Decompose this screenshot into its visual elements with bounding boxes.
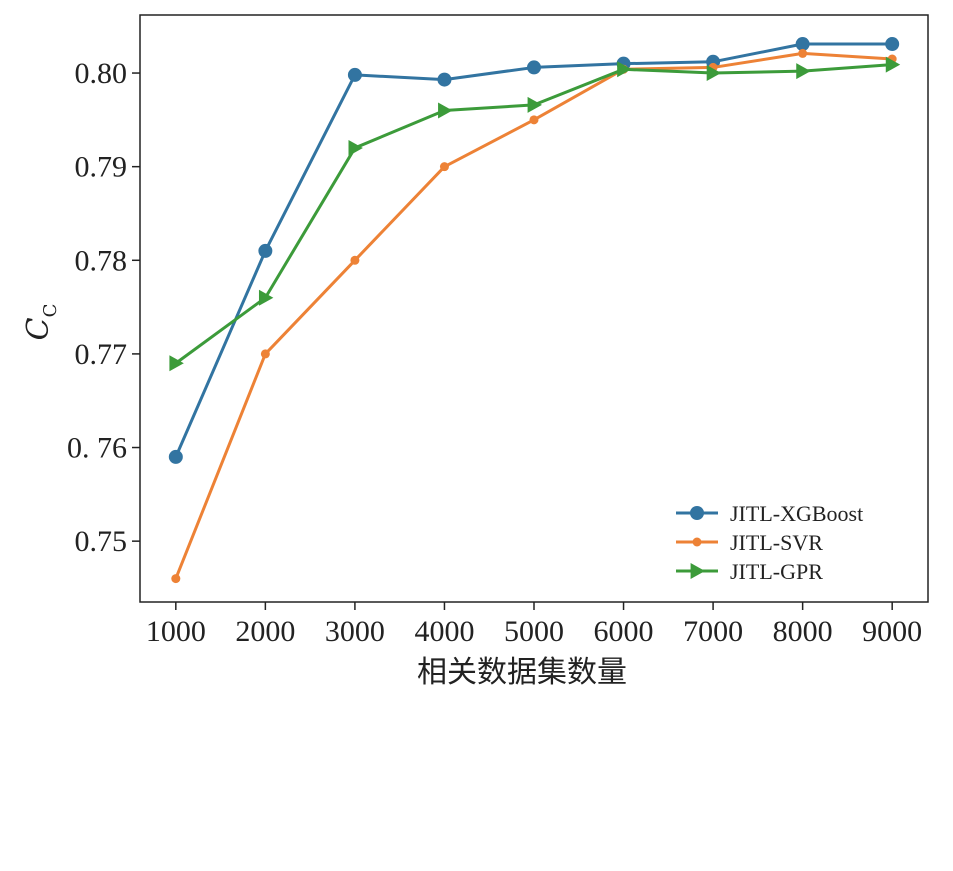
x-tick-label: 1000 (146, 615, 206, 648)
legend-item: JITL-GPR (676, 559, 823, 584)
series-jitl-svr (171, 48, 897, 584)
data-point (529, 115, 539, 125)
legend-label: JITL-GPR (730, 559, 823, 584)
data-point (438, 102, 453, 119)
legend-marker (690, 563, 705, 579)
y-tick-label: 0.75 (75, 525, 128, 558)
data-point (527, 96, 542, 113)
series-jitl-gpr (169, 56, 901, 372)
data-point (796, 63, 811, 80)
data-point (439, 162, 449, 172)
x-tick-label: 7000 (683, 615, 743, 648)
y-axis-title-sub: C (40, 304, 61, 318)
y-tick-label: 0.78 (75, 244, 128, 277)
data-point (527, 60, 541, 75)
data-point (885, 56, 901, 73)
x-axis-title: 相关数据集数量 (417, 655, 627, 690)
legend-marker (692, 537, 702, 547)
data-point (350, 255, 360, 265)
legend-item: JITL-SVR (676, 530, 823, 555)
legend: JITL-XGBoost JITL-SVR JITL-GPR (676, 501, 863, 584)
y-tick-label: 0.80 (75, 57, 128, 90)
y-tick-label: 0. 76 (67, 432, 127, 465)
data-point (168, 449, 183, 464)
y-axis-title-main: C (21, 317, 56, 340)
legend-item: JITL-XGBoost (676, 501, 863, 526)
x-tick-label: 3000 (325, 615, 385, 648)
series-line (174, 51, 893, 580)
data-point (798, 48, 808, 58)
x-axis: 1000 2000 3000 4000 5000 6000 7000 8000 9000 (146, 602, 922, 648)
data-point (169, 355, 184, 372)
data-point (437, 72, 452, 87)
x-tick-label: 6000 (594, 615, 654, 648)
data-point (617, 61, 632, 78)
x-tick-label: 4000 (414, 615, 474, 648)
data-point (795, 37, 810, 52)
data-point (260, 349, 270, 359)
legend-label: JITL-XGBoost (730, 501, 863, 526)
x-tick-label: 8000 (773, 615, 833, 648)
data-point (171, 574, 181, 584)
y-tick-label: 0.79 (75, 151, 128, 184)
data-point (258, 243, 273, 258)
data-point (258, 289, 274, 306)
data-point (706, 65, 722, 82)
data-point (885, 37, 900, 52)
legend-marker (690, 506, 704, 520)
data-point (348, 139, 363, 156)
data-point (347, 67, 362, 82)
legend-label: JITL-SVR (730, 530, 823, 555)
y-axis-title: CC (21, 304, 61, 341)
y-axis: 0.75 0. 76 0.77 0.78 0.79 0.80 (67, 57, 140, 558)
x-tick-label: 2000 (235, 615, 295, 648)
x-tick-label: 5000 (504, 615, 564, 648)
y-tick-label: 0.77 (75, 338, 128, 371)
x-tick-label: 9000 (862, 615, 922, 648)
series-layer (168, 37, 901, 584)
